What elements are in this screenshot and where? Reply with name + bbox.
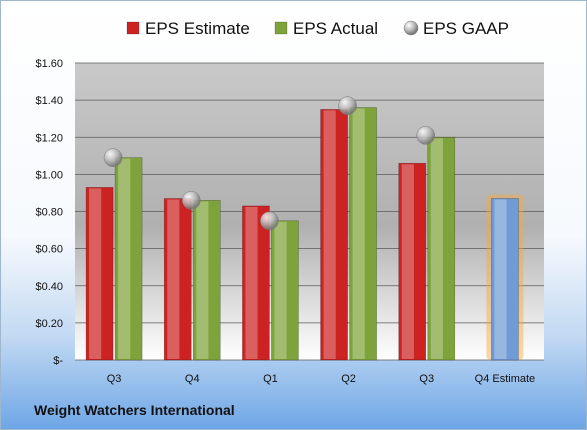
marker-eps-gaap	[182, 191, 201, 210]
bar-eps-estimate	[242, 205, 270, 361]
marker-eps-gaap	[416, 126, 435, 145]
company-name: Weight Watchers International	[34, 402, 235, 418]
legend-item: EPS GAAP	[403, 19, 509, 38]
legend-label: EPS GAAP	[423, 19, 509, 38]
y-tick-label: $0.20	[35, 318, 63, 330]
y-tick-label: $1.20	[35, 132, 63, 144]
legend-label: EPS Actual	[293, 19, 378, 38]
x-tick-label: Q3	[107, 373, 122, 385]
y-tick-label: $0.40	[35, 281, 63, 293]
bar-eps-actual	[271, 220, 299, 361]
marker-eps-gaap	[103, 148, 123, 167]
marker-eps-gaap	[338, 96, 357, 115]
bar-eps-actual	[192, 200, 221, 361]
legend-item: EPS Estimate	[126, 19, 250, 38]
legend-label: EPS Estimate	[145, 19, 250, 38]
bar-eps-actual	[427, 136, 456, 361]
x-tick-label: Q4 Estimate	[475, 373, 536, 385]
y-tick-label: $1.60	[35, 58, 63, 70]
bar-eps-forecast	[491, 198, 519, 361]
bar-eps-actual	[114, 157, 143, 361]
bar-eps-estimate	[85, 187, 114, 361]
y-tick-label: $1.40	[35, 95, 63, 107]
y-tick-label: $1.00	[35, 169, 63, 181]
bar-eps-actual	[349, 107, 377, 361]
legend-swatch	[274, 21, 288, 35]
legend-item: EPS Actual	[274, 19, 378, 38]
legend-swatch	[126, 21, 140, 35]
y-tick-label: $0.60	[35, 244, 63, 256]
x-tick-label: Q3	[419, 373, 434, 385]
bar-eps-estimate	[398, 162, 427, 361]
bar-eps-estimate	[163, 198, 192, 361]
x-tick-label: Q1	[263, 373, 278, 385]
marker-eps-gaap	[260, 211, 279, 231]
y-tick-label: $0.80	[35, 207, 63, 219]
bar-eps-estimate	[320, 109, 348, 361]
x-tick-label: Q2	[341, 373, 356, 385]
y-tick-label: $-	[53, 355, 63, 367]
x-tick-label: Q4	[185, 373, 200, 385]
legend-swatch	[403, 20, 419, 36]
